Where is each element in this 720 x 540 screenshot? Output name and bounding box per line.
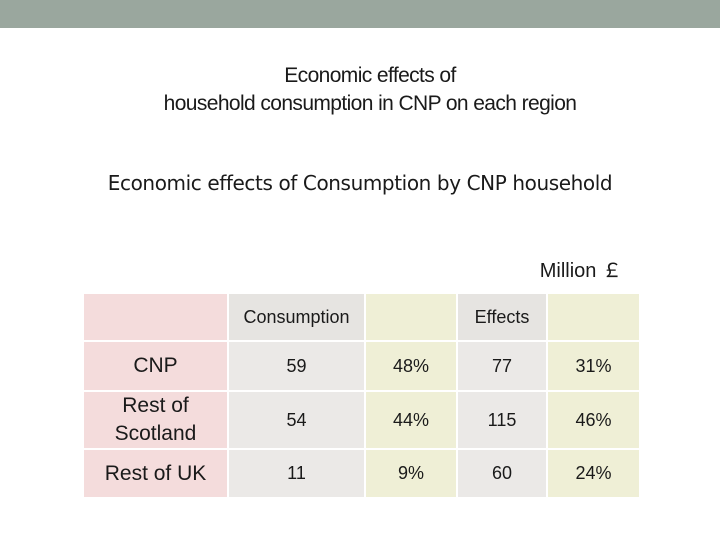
table-row: CNP 59 48% 77 31% (82, 340, 641, 392)
consumption-pct-cell: 44% (364, 390, 458, 450)
consumption-pct-cell: 9% (364, 448, 458, 499)
table-row: Rest of Scotland 54 44% 115 46% (82, 390, 641, 450)
economic-effects-table: Consumption Effects CNP 59 48% 77 31% Re… (82, 292, 641, 499)
top-band (0, 0, 720, 28)
effects-pct-cell: 46% (546, 390, 641, 450)
header-effects-pct (546, 292, 641, 342)
table-row: Rest of UK 11 9% 60 24% (82, 448, 641, 499)
header-effects: Effects (456, 292, 548, 342)
effects-cell: 60 (456, 448, 548, 499)
slide-title: Economic effects of household consumptio… (0, 62, 720, 118)
effects-cell: 115 (456, 390, 548, 450)
unit-label: Million ￡ (539, 260, 622, 282)
header-region-cell (82, 292, 229, 342)
region-cell: Rest of Scotland (82, 390, 229, 450)
consumption-cell: 54 (227, 390, 366, 450)
effects-pct-cell: 24% (546, 448, 641, 499)
region-cell: Rest of UK (82, 448, 229, 499)
consumption-pct-cell: 48% (364, 340, 458, 392)
effects-cell: 77 (456, 340, 548, 392)
slide-title-line-2: household consumption in CNP on each reg… (163, 92, 577, 115)
consumption-cell: 59 (227, 340, 366, 392)
consumption-cell: 11 (227, 448, 366, 499)
slide-title-line-1: Economic effects of (284, 64, 456, 87)
effects-pct-cell: 31% (546, 340, 641, 392)
region-cell: CNP (82, 340, 229, 392)
header-consumption-pct (364, 292, 458, 342)
header-consumption: Consumption (227, 292, 366, 342)
table-header-row: Consumption Effects (82, 292, 641, 342)
table-subtitle: Economic effects of Consumption by CNP h… (107, 171, 613, 195)
